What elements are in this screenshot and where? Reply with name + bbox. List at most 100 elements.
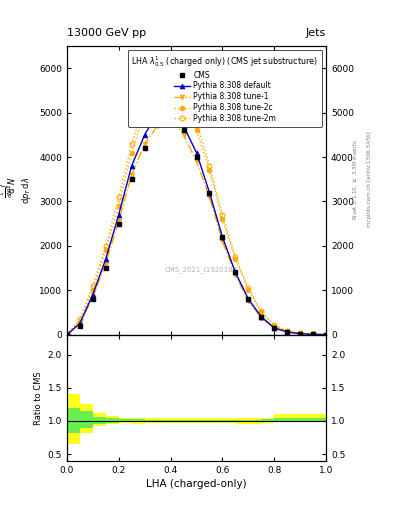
Pythia 8.308 tune-2m bbox=[272, 322, 277, 328]
Pythia 8.308 tune-1 bbox=[142, 141, 147, 147]
Y-axis label: Ratio to CMS: Ratio to CMS bbox=[35, 371, 43, 424]
Pythia 8.308 tune-1 bbox=[64, 331, 69, 337]
Pythia 8.308 default bbox=[116, 211, 121, 218]
Pythia 8.308 tune-2m bbox=[129, 141, 134, 147]
Pythia 8.308 tune-1 bbox=[207, 194, 212, 200]
CMS bbox=[90, 296, 95, 302]
CMS bbox=[220, 234, 225, 240]
Text: $\frac{1}{\mathrm{d}N}\,/\,$: $\frac{1}{\mathrm{d}N}\,/\,$ bbox=[0, 183, 15, 198]
CMS bbox=[155, 118, 160, 124]
CMS bbox=[324, 331, 329, 337]
Pythia 8.308 tune-2m bbox=[285, 328, 290, 334]
Text: CMS_2021_I1920187: CMS_2021_I1920187 bbox=[165, 266, 238, 273]
Pythia 8.308 default bbox=[168, 105, 173, 111]
Text: 13000 GeV pp: 13000 GeV pp bbox=[67, 28, 146, 38]
CMS bbox=[168, 110, 173, 116]
CMS bbox=[285, 329, 290, 335]
CMS bbox=[181, 127, 186, 134]
Pythia 8.308 tune-2c bbox=[324, 331, 329, 337]
Line: Pythia 8.308 tune-1: Pythia 8.308 tune-1 bbox=[64, 115, 329, 337]
Pythia 8.308 tune-2c bbox=[103, 247, 108, 253]
CMS bbox=[103, 265, 108, 271]
Line: Pythia 8.308 default: Pythia 8.308 default bbox=[64, 106, 329, 337]
Pythia 8.308 tune-2c bbox=[233, 256, 238, 262]
Pythia 8.308 tune-2c bbox=[142, 110, 147, 116]
CMS bbox=[116, 221, 121, 227]
CMS bbox=[259, 314, 264, 320]
Pythia 8.308 tune-2c bbox=[168, 78, 173, 84]
Pythia 8.308 tune-2c bbox=[259, 309, 264, 315]
Pythia 8.308 tune-1 bbox=[324, 331, 329, 337]
Line: CMS: CMS bbox=[64, 110, 329, 337]
Pythia 8.308 tune-2m bbox=[155, 78, 160, 84]
Pythia 8.308 default bbox=[155, 110, 160, 116]
Pythia 8.308 tune-1 bbox=[246, 298, 251, 304]
Pythia 8.308 tune-2m bbox=[324, 331, 329, 337]
Pythia 8.308 tune-2c bbox=[272, 323, 277, 329]
Pythia 8.308 tune-2m bbox=[298, 330, 303, 336]
Pythia 8.308 tune-2m bbox=[207, 163, 212, 169]
Pythia 8.308 default bbox=[311, 331, 316, 337]
Pythia 8.308 tune-1 bbox=[168, 114, 173, 120]
Pythia 8.308 tune-2c bbox=[155, 88, 160, 94]
CMS bbox=[142, 145, 147, 151]
Pythia 8.308 default bbox=[64, 331, 69, 337]
Pythia 8.308 tune-1 bbox=[90, 294, 95, 300]
Pythia 8.308 tune-1 bbox=[181, 132, 186, 138]
Pythia 8.308 default bbox=[220, 234, 225, 240]
Pythia 8.308 tune-2c bbox=[90, 287, 95, 293]
Pythia 8.308 tune-2c bbox=[181, 96, 186, 102]
Pythia 8.308 tune-1 bbox=[272, 325, 277, 331]
Pythia 8.308 tune-2c bbox=[194, 127, 199, 134]
Pythia 8.308 tune-1 bbox=[77, 322, 82, 328]
Pythia 8.308 tune-2m bbox=[142, 101, 147, 107]
Text: Rivet 3.1.10, $\geq$ 3.3M events: Rivet 3.1.10, $\geq$ 3.3M events bbox=[352, 139, 359, 220]
Pythia 8.308 default bbox=[77, 321, 82, 327]
Pythia 8.308 default bbox=[272, 325, 277, 331]
Pythia 8.308 tune-2m bbox=[259, 308, 264, 314]
Legend: CMS, Pythia 8.308 default, Pythia 8.308 tune-1, Pythia 8.308 tune-2c, Pythia 8.3: CMS, Pythia 8.308 default, Pythia 8.308 … bbox=[128, 50, 322, 127]
Text: mcplots.cern.ch [arXiv:1306.3436]: mcplots.cern.ch [arXiv:1306.3436] bbox=[367, 132, 373, 227]
CMS bbox=[311, 331, 316, 337]
Pythia 8.308 default bbox=[233, 269, 238, 275]
Pythia 8.308 tune-2m bbox=[90, 283, 95, 289]
Pythia 8.308 default bbox=[259, 314, 264, 320]
Pythia 8.308 default bbox=[207, 189, 212, 196]
Pythia 8.308 tune-1 bbox=[116, 218, 121, 224]
Pythia 8.308 tune-1 bbox=[220, 238, 225, 244]
Pythia 8.308 default bbox=[129, 163, 134, 169]
CMS bbox=[272, 325, 277, 331]
CMS bbox=[207, 189, 212, 196]
Pythia 8.308 tune-2c bbox=[207, 167, 212, 174]
Pythia 8.308 default bbox=[246, 296, 251, 302]
Pythia 8.308 tune-1 bbox=[259, 315, 264, 321]
Pythia 8.308 tune-2c bbox=[220, 216, 225, 222]
X-axis label: LHA (charged-only): LHA (charged-only) bbox=[146, 479, 247, 489]
Pythia 8.308 tune-1 bbox=[298, 331, 303, 337]
Pythia 8.308 tune-2m bbox=[220, 211, 225, 218]
Pythia 8.308 tune-1 bbox=[155, 123, 160, 129]
Pythia 8.308 default bbox=[181, 123, 186, 129]
CMS bbox=[246, 296, 251, 302]
CMS bbox=[77, 323, 82, 329]
Pythia 8.308 tune-1 bbox=[233, 271, 238, 278]
Pythia 8.308 default bbox=[324, 331, 329, 337]
Line: Pythia 8.308 tune-2m: Pythia 8.308 tune-2m bbox=[64, 70, 329, 337]
Pythia 8.308 tune-2m bbox=[311, 331, 316, 337]
Pythia 8.308 tune-2c bbox=[77, 318, 82, 324]
Pythia 8.308 tune-2m bbox=[194, 118, 199, 124]
CMS bbox=[129, 176, 134, 182]
Pythia 8.308 tune-2c bbox=[311, 331, 316, 337]
Pythia 8.308 default bbox=[285, 329, 290, 335]
Pythia 8.308 tune-2m bbox=[116, 194, 121, 200]
Pythia 8.308 tune-1 bbox=[194, 158, 199, 164]
CMS bbox=[298, 331, 303, 337]
Text: $\mathrm{d}^2N$
$\mathrm{d}p_T\,\mathrm{d}\lambda$: $\mathrm{d}^2N$ $\mathrm{d}p_T\,\mathrm{… bbox=[6, 177, 33, 204]
CMS bbox=[194, 154, 199, 160]
Pythia 8.308 tune-2c bbox=[298, 330, 303, 336]
CMS bbox=[64, 331, 69, 337]
Pythia 8.308 tune-1 bbox=[129, 172, 134, 178]
Pythia 8.308 tune-2m bbox=[168, 70, 173, 76]
Pythia 8.308 tune-2m bbox=[181, 88, 186, 94]
Pythia 8.308 tune-2m bbox=[233, 254, 238, 260]
